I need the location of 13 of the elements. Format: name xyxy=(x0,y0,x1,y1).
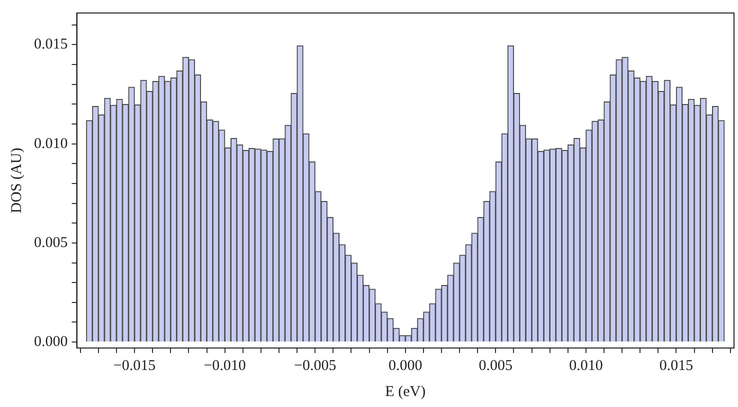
x-tick-label: 0.010 xyxy=(569,358,603,374)
x-tick-label: 0.005 xyxy=(478,358,513,374)
y-tick-label: 0.005 xyxy=(34,234,68,251)
y-axis-title: DOS (AU) xyxy=(8,148,25,214)
y-tick-label: 0.000 xyxy=(34,334,68,350)
x-tick-label: 0.015 xyxy=(659,358,694,374)
x-axis-title: E (eV) xyxy=(385,384,426,400)
x-tick-label: −0.010 xyxy=(204,358,246,374)
y-tick-label: 0.010 xyxy=(34,136,68,152)
x-tick-label: −0.005 xyxy=(294,358,336,374)
y-tick-label: 0.015 xyxy=(34,36,68,53)
x-tick-label: 0.000 xyxy=(388,358,422,374)
x-tick-label: −0.015 xyxy=(113,358,156,374)
